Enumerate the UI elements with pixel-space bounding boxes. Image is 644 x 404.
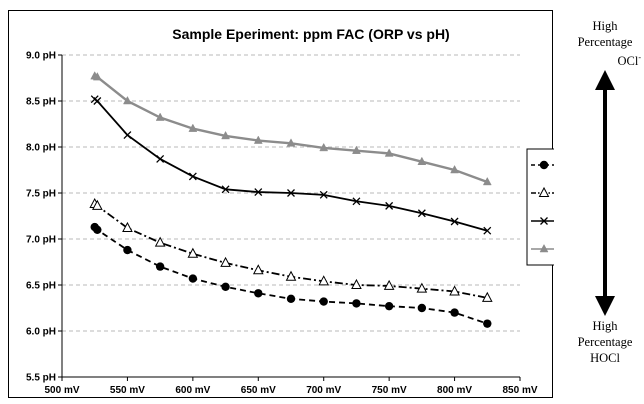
data-point [285,270,297,281]
y-tick-label: 7.0 pH [26,235,56,246]
data-point [319,297,328,306]
data-point [449,285,460,296]
data-point [286,294,296,303]
arrow-up-head [595,70,615,90]
series-line [94,226,488,325]
high-ocl-line2: Percentage [577,35,633,49]
y-tick-label: 7.5 pH [26,189,56,200]
y-tick-label: 8.0 pH [26,143,56,154]
data-point [450,164,459,174]
data-point [156,155,165,163]
data-point [155,112,165,121]
series-line [94,203,488,299]
x-tick-label: 700 mV [306,385,341,396]
chart-frame: Sample Eperiment: ppm FAC (ORP vs pH) 5.… [8,10,554,398]
data-point [319,190,328,199]
data-point [188,172,197,181]
legend-box [526,148,554,266]
data-point [417,209,426,218]
data-point [540,217,548,225]
plot-area: 5.5 pH 6.0 pH 6.5 pH 7.0 pH 7.5 pH 8.0 pH 8.5 … [26,51,538,397]
data-point [417,303,427,313]
data-point [188,274,198,283]
high-hocl-label: High Percentage HOCl [566,318,644,366]
data-point [384,148,394,157]
data-point [481,291,493,302]
x-tick-label: 600 mV [175,385,210,396]
double-arrow-icon [595,70,615,316]
data-point [318,275,330,286]
data-point [286,138,296,147]
y-tick-label: 5.5 pH [26,373,56,384]
data-point [221,282,230,292]
x-tick-label: 650 mV [241,385,276,396]
chart-title: Sample Eperiment: ppm FAC (ORP vs pH) [172,26,449,42]
arrow-shaft [603,88,607,300]
data-point [287,189,295,197]
data-point [92,72,102,81]
data-point [483,319,492,328]
data-point [155,262,165,271]
high-hocl-line3: HOCl [590,351,620,365]
high-ocl-line3: OCl- [566,50,644,69]
x-tick-label: 800 mV [437,385,472,396]
data-point [384,301,394,311]
high-hocl-line1: High [592,319,618,333]
high-hocl-line2: Percentage [577,335,633,349]
data-point [123,95,132,105]
data-point [188,123,198,132]
data-point [254,188,263,197]
data-point [221,185,230,194]
data-point [417,156,427,165]
data-point [123,131,132,139]
x-tick-label: 550 mV [110,385,145,396]
line-chart: Sample Eperiment: ppm FAC (ORP vs pH) 5.… [26,26,554,397]
data-point [220,256,231,267]
data-point [352,197,361,206]
x-tick-label: 750 mV [372,385,407,396]
series-line [94,98,488,232]
data-point [252,264,264,275]
data-point [352,299,361,308]
x-tick-label: 850 mV [502,385,537,396]
data-point [254,289,263,298]
data-point [450,308,459,317]
data-point [383,279,395,290]
data-point [122,221,133,232]
high-ocl-line1: High [592,19,618,33]
data-point [385,201,394,210]
ocl-superscript: - [638,53,641,62]
arrow-down-head [595,296,615,316]
data-point [482,176,492,186]
y-tick-label: 8.5 pH [26,97,56,108]
y-tick-label: 9.0 pH [26,51,56,62]
data-point [187,247,199,258]
data-point [539,243,549,253]
data-point [221,130,230,140]
data-point [319,142,329,152]
data-point [539,160,549,170]
legend: 0.5 PPM1 PPM2 PPM3 PPM [526,148,554,266]
data-point [450,217,459,226]
data-point [253,135,263,144]
data-point [93,225,102,234]
data-point [416,282,428,293]
data-point [123,245,132,255]
series-line [94,75,488,184]
data-point [93,97,102,105]
y-tick-label: 6.5 pH [26,281,56,292]
data-point [154,236,166,247]
data-point [92,199,103,210]
data-point [483,226,492,235]
x-tick-label: 500 mV [44,385,79,396]
high-ocl-label: High Percentage OCl- [566,18,644,69]
data-point [538,186,550,197]
data-point [351,278,362,289]
y-tick-label: 6.0 pH [26,327,56,338]
ocl-text: OCl [617,54,639,69]
data-point [352,145,361,154]
